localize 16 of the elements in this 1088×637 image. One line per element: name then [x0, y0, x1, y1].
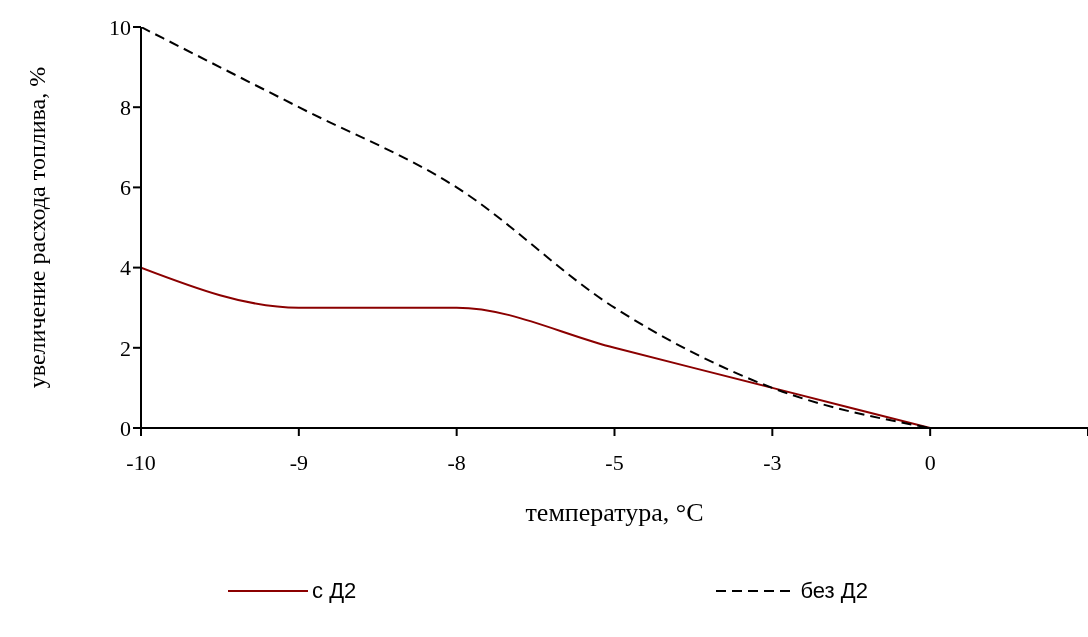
x-tick-label: -3: [763, 449, 782, 475]
y-axis-title: увеличение расхода топлива, %: [23, 66, 50, 389]
x-tick-label: -10: [126, 449, 156, 475]
y-tick-label: 4: [120, 255, 131, 281]
y-tick-label: 2: [120, 335, 131, 361]
y-tick-label: 8: [120, 95, 131, 121]
y-tick-label: 6: [120, 175, 131, 201]
legend-label: без Д2: [800, 578, 868, 604]
y-tick-label: 0: [120, 415, 131, 441]
x-tick-label: -9: [289, 449, 308, 475]
x-tick-label: -5: [605, 449, 624, 475]
y-tick-label: 10: [109, 14, 131, 40]
x-tick-label: 0: [924, 449, 936, 475]
legend-label: с Д2: [312, 578, 357, 604]
x-tick-label: -8: [447, 449, 466, 475]
x-axis-title: температура, °C: [525, 498, 704, 528]
